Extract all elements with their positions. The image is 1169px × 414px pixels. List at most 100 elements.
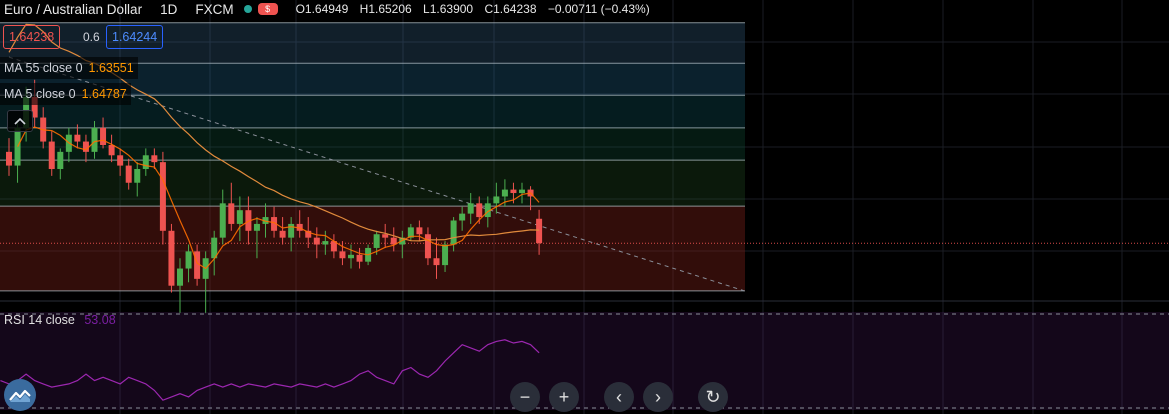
candle-body xyxy=(262,217,269,224)
candle-body xyxy=(236,210,243,224)
scroll-right-button[interactable]: › xyxy=(643,382,673,412)
candle-body xyxy=(279,230,286,238)
candle-body xyxy=(305,230,312,238)
rsi-pane xyxy=(0,312,1169,410)
rsi-value: 53.08 xyxy=(84,313,116,327)
fib-band xyxy=(0,206,745,291)
candle-body xyxy=(339,251,346,259)
candle-body xyxy=(31,96,38,118)
rsi-band xyxy=(0,312,1169,410)
candle-body xyxy=(519,189,525,194)
candle-body xyxy=(467,203,474,214)
ma5-value: 1.64787 xyxy=(81,87,127,101)
candle-body xyxy=(296,223,303,231)
candle-body xyxy=(151,155,158,163)
candle-body xyxy=(125,165,132,183)
candle-body xyxy=(382,234,389,238)
candle-body xyxy=(48,141,55,170)
reset-chart-button[interactable]: ↻ xyxy=(698,382,728,412)
candle-body xyxy=(253,223,260,231)
candle-body xyxy=(484,203,491,218)
scroll-left-button[interactable]: ‹ xyxy=(604,382,634,412)
rsi-line xyxy=(0,339,540,401)
fib-band xyxy=(0,22,745,64)
candle-body xyxy=(82,141,89,152)
candle-body xyxy=(442,244,449,266)
candle-body xyxy=(493,196,500,204)
chevron-up-icon xyxy=(14,117,26,125)
candle-body xyxy=(159,162,166,231)
candle-body xyxy=(108,144,115,156)
zoom-in-button[interactable]: + xyxy=(549,382,579,412)
interval-label[interactable]: 1D xyxy=(160,1,178,17)
candle-body xyxy=(100,127,107,145)
candle-body xyxy=(177,268,183,286)
ma55-label: MA 55 close 0 xyxy=(4,61,83,75)
candle-body xyxy=(416,227,423,235)
ma5-legend[interactable]: MA 5 close 0 1.64787 xyxy=(0,83,131,105)
candle-body xyxy=(168,230,175,286)
candle-body xyxy=(211,237,218,259)
ma55-value: 1.63551 xyxy=(88,61,134,75)
fib-band xyxy=(0,127,745,161)
buy-price-button[interactable]: 1.64244 xyxy=(106,25,164,49)
candle-body xyxy=(424,234,431,259)
market-open-dot-icon xyxy=(243,5,252,13)
candle-body xyxy=(322,241,329,245)
low-value: L1.63900 xyxy=(423,2,474,16)
spread-value: 0.6 xyxy=(83,30,100,44)
candle-body xyxy=(74,134,81,142)
candle-body xyxy=(390,237,397,245)
candle-body xyxy=(459,213,466,221)
symbol-name[interactable]: Euro / Australian Dollar xyxy=(4,1,143,17)
candle-body xyxy=(510,189,517,194)
candle-body xyxy=(433,258,440,266)
candle-body xyxy=(134,169,141,183)
collapse-legend-button[interactable] xyxy=(7,110,33,132)
candle-body xyxy=(356,254,363,262)
open-value: O1.64949 xyxy=(295,2,349,16)
candle-body xyxy=(407,227,414,238)
currency-icon: $ xyxy=(257,3,278,15)
rsi-label: RSI 14 close xyxy=(4,313,75,327)
fib-band xyxy=(0,160,745,207)
candle-body xyxy=(501,189,508,197)
candle-body xyxy=(185,251,192,269)
candle-body xyxy=(194,251,201,279)
candle-body xyxy=(450,220,457,245)
tradingview-logo-icon[interactable] xyxy=(4,379,36,411)
ma5-label: MA 5 close 0 xyxy=(4,87,76,101)
ma5-line xyxy=(17,126,540,270)
candle-body xyxy=(313,237,320,245)
candle-body xyxy=(91,127,98,152)
trendline xyxy=(8,56,745,292)
candle-body xyxy=(142,155,149,170)
ma55-legend[interactable]: MA 55 close 0 1.63551 xyxy=(0,57,138,79)
close-value: C1.64238 xyxy=(484,2,537,16)
chart-legend-header: Euro / Australian Dollar 1D FXCM $ O1.64… xyxy=(0,0,745,18)
candle-body xyxy=(14,127,21,166)
candle-body xyxy=(271,217,278,231)
candle-body xyxy=(330,241,337,252)
high-value: H1.65206 xyxy=(359,2,412,16)
candle-body xyxy=(219,203,226,238)
sell-price-button[interactable]: 1.64238 xyxy=(3,25,61,49)
ohlc-values: O1.64949 H1.65206 L1.63900 C1.64238 −0.0… xyxy=(296,2,658,16)
candle-body xyxy=(536,218,543,244)
market-status-toggle[interactable]: $ xyxy=(243,2,278,16)
candle-body xyxy=(6,151,12,166)
candle-body xyxy=(57,151,64,170)
zoom-out-button[interactable]: − xyxy=(510,382,540,412)
rsi-legend[interactable]: RSI 14 close 53.08 xyxy=(4,313,116,327)
candle-body xyxy=(288,223,295,238)
candle-body xyxy=(476,203,483,218)
candle-body xyxy=(373,234,380,248)
candle-body xyxy=(228,203,235,224)
candle-body xyxy=(245,210,252,231)
change-value: −0.00711 (−0.43%) xyxy=(547,2,650,16)
candle-body xyxy=(117,155,124,166)
exchange-label: FXCM xyxy=(195,1,234,17)
candle-body xyxy=(348,254,354,259)
